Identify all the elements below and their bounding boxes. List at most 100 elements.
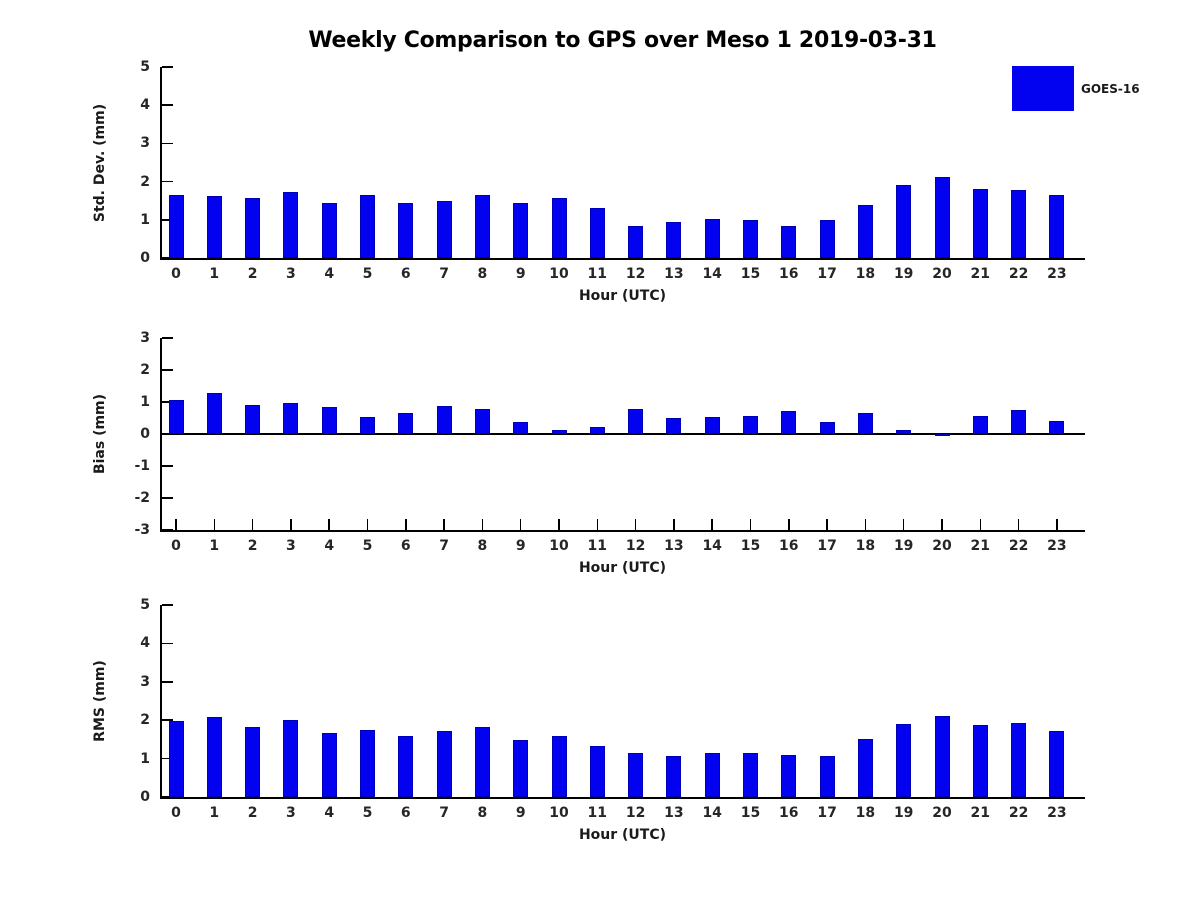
x-axis-title: Hour (UTC) bbox=[578, 288, 667, 304]
bar-hour-13 bbox=[666, 221, 682, 258]
bar-hour-0 bbox=[168, 400, 184, 434]
x-tick-label: 6 bbox=[400, 266, 411, 282]
bar-hour-11 bbox=[589, 427, 605, 434]
x-tick-mark bbox=[902, 519, 905, 530]
x-tick-mark bbox=[711, 519, 713, 530]
x-tick-label: 15 bbox=[740, 266, 761, 282]
bar-hour-15 bbox=[743, 753, 758, 797]
x-tick-mark bbox=[788, 519, 790, 530]
y-tick-mark bbox=[161, 497, 173, 499]
bar-hour-6 bbox=[398, 736, 414, 797]
x-tick-label: 3 bbox=[286, 805, 296, 821]
bar-hour-14 bbox=[704, 218, 720, 258]
bar-hour-20 bbox=[934, 434, 950, 437]
x-tick-label: 13 bbox=[664, 538, 684, 554]
bar-hour-2 bbox=[245, 727, 261, 797]
x-tick-label: 16 bbox=[779, 805, 799, 821]
y-tick-label: 5 bbox=[140, 597, 150, 613]
x-tick-label: 16 bbox=[779, 266, 799, 282]
x-tick-label: 1 bbox=[209, 266, 220, 282]
bar-hour-15 bbox=[743, 416, 758, 434]
y-tick-label: 0 bbox=[140, 426, 150, 442]
x-tick-label: 19 bbox=[893, 266, 914, 282]
bar-hour-7 bbox=[436, 731, 452, 797]
y-axis-title: Std. Dev. (mm) bbox=[90, 67, 110, 258]
y-tick-label: 0 bbox=[140, 250, 150, 266]
y-tick-label: 4 bbox=[140, 97, 150, 114]
x-tick-label: 3 bbox=[286, 266, 296, 282]
x-tick-label: 17 bbox=[817, 538, 837, 554]
x-tick-label: 12 bbox=[625, 538, 646, 554]
x-tick-label: 5 bbox=[362, 266, 373, 282]
bar-hour-1 bbox=[206, 717, 222, 797]
x-tick-label: 1 bbox=[209, 538, 220, 554]
x-tick-label: 22 bbox=[1008, 266, 1029, 282]
x-tick-label: 9 bbox=[515, 805, 526, 821]
x-tick-mark bbox=[1017, 519, 1020, 530]
y-tick-mark bbox=[161, 401, 173, 403]
figure-title: Weekly Comparison to GPS over Meso 1 201… bbox=[308, 28, 937, 53]
y-tick-mark bbox=[161, 465, 173, 467]
x-tick-label: 21 bbox=[970, 266, 991, 282]
x-tick-label: 5 bbox=[362, 538, 373, 554]
bar-hour-13 bbox=[666, 418, 682, 434]
bar-hour-16 bbox=[781, 755, 797, 797]
bar-hour-23 bbox=[1049, 421, 1065, 434]
x-tick-label: 1 bbox=[209, 805, 220, 821]
y-tick-mark bbox=[161, 219, 173, 221]
y-tick-mark bbox=[161, 257, 173, 259]
x-tick-mark bbox=[558, 519, 560, 530]
x-tick-mark bbox=[213, 519, 216, 530]
x-tick-label: 15 bbox=[740, 538, 761, 554]
x-tick-mark bbox=[864, 519, 867, 530]
y-tick-mark bbox=[161, 180, 173, 183]
x-tick-mark bbox=[596, 519, 599, 530]
bar-hour-6 bbox=[398, 203, 414, 258]
x-tick-label: 14 bbox=[702, 538, 722, 554]
bar-hour-19 bbox=[896, 429, 912, 434]
y-axis-title-text: Bias (mm) bbox=[92, 393, 109, 475]
bar-hour-22 bbox=[1011, 410, 1027, 434]
y-tick-label: 4 bbox=[140, 635, 150, 652]
x-tick-mark bbox=[481, 519, 484, 530]
bar-hour-17 bbox=[819, 756, 835, 797]
x-tick-label: 19 bbox=[893, 538, 914, 554]
bar-hour-23 bbox=[1049, 194, 1065, 258]
bar-hour-0 bbox=[168, 194, 184, 258]
x-axis-line bbox=[160, 797, 1085, 799]
x-tick-label: 8 bbox=[477, 538, 488, 554]
x-tick-label: 0 bbox=[171, 805, 181, 821]
x-tick-label: 23 bbox=[1047, 805, 1067, 821]
y-tick-mark bbox=[161, 604, 173, 606]
bar-hour-5 bbox=[360, 417, 375, 434]
bar-hour-5 bbox=[360, 195, 375, 258]
bar-hour-7 bbox=[436, 201, 452, 258]
y-tick-mark bbox=[161, 433, 173, 435]
y-axis-title: Bias (mm) bbox=[90, 338, 110, 530]
x-tick-label: 8 bbox=[477, 805, 488, 821]
x-tick-label: 23 bbox=[1047, 538, 1067, 554]
x-tick-label: 11 bbox=[587, 266, 608, 282]
y-tick-mark bbox=[161, 369, 173, 371]
bar-hour-18 bbox=[857, 738, 873, 797]
x-tick-label: 2 bbox=[247, 266, 258, 282]
bar-hour-5 bbox=[360, 730, 375, 797]
x-tick-label: 12 bbox=[625, 266, 646, 282]
x-tick-label: 0 bbox=[171, 266, 181, 282]
x-tick-label: 20 bbox=[932, 538, 952, 554]
legend-series-label: GOES-16 bbox=[1081, 82, 1140, 96]
bar-hour-8 bbox=[474, 727, 490, 797]
bar-hour-22 bbox=[1011, 723, 1027, 797]
y-tick-label: 1 bbox=[140, 750, 150, 767]
x-tick-label: 2 bbox=[247, 805, 258, 821]
x-tick-label: 7 bbox=[439, 805, 449, 821]
zero-line bbox=[160, 433, 1085, 435]
bar-hour-16 bbox=[781, 410, 797, 434]
x-tick-label: 10 bbox=[549, 538, 569, 554]
x-tick-mark bbox=[405, 519, 407, 530]
bar-hour-8 bbox=[474, 409, 490, 434]
bar-hour-1 bbox=[206, 196, 222, 258]
bar-hour-3 bbox=[283, 720, 299, 797]
bar-hour-2 bbox=[245, 404, 261, 434]
